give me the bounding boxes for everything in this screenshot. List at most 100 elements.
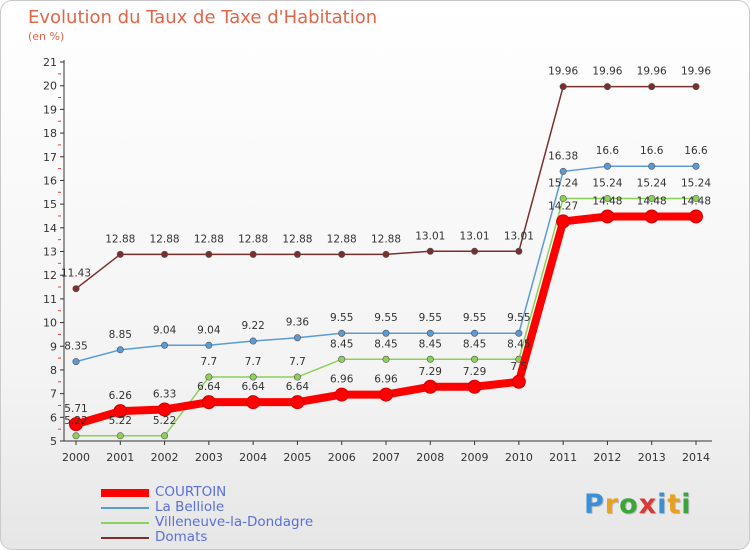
x-tick-label: 2006 — [328, 451, 356, 464]
proxiti-logo: Proxiti — [584, 489, 692, 520]
data-label: 15.24 — [548, 177, 578, 189]
legend-label: COURTOIN — [155, 484, 227, 500]
data-point — [648, 162, 656, 170]
data-point — [293, 250, 301, 258]
data-point — [205, 250, 213, 258]
x-tick-label: 2004 — [239, 451, 267, 464]
data-label: 12.88 — [194, 233, 224, 245]
legend-label: Domats — [155, 529, 208, 545]
data-label: 7.7 — [245, 356, 262, 368]
data-point — [603, 194, 611, 202]
x-tick-label: 2007 — [372, 451, 400, 464]
data-label: 14.27 — [548, 200, 578, 212]
data-point — [338, 250, 346, 258]
data-point — [423, 379, 438, 394]
y-tick-label: 18 — [43, 127, 57, 140]
x-tick-label: 2008 — [416, 451, 444, 464]
data-label: 8.45 — [330, 338, 353, 350]
legend-swatch — [101, 521, 149, 524]
data-label: 5.22 — [109, 415, 132, 427]
data-label: 5.22 — [153, 415, 176, 427]
y-tick-label: 8 — [50, 364, 57, 377]
legend-swatch — [101, 506, 149, 509]
data-label: 7.29 — [463, 366, 486, 378]
data-point — [644, 209, 659, 224]
y-tick-label: 20 — [43, 80, 57, 93]
data-point — [559, 194, 567, 202]
data-label: 15.24 — [681, 177, 711, 189]
data-label: 8.85 — [109, 329, 132, 341]
data-point — [382, 355, 390, 363]
data-point — [648, 83, 656, 91]
data-point — [201, 395, 216, 410]
data-label: 14.48 — [592, 195, 622, 207]
data-label: 7.5 — [511, 361, 528, 373]
data-point — [161, 432, 169, 440]
data-label: 6.64 — [286, 381, 310, 393]
x-tick-label: 2011 — [549, 451, 577, 464]
data-label: 9.55 — [330, 312, 353, 324]
data-point — [205, 341, 213, 349]
y-tick-label: 15 — [43, 198, 57, 211]
data-label: 19.96 — [592, 66, 622, 78]
data-point — [692, 83, 700, 91]
data-point — [471, 329, 479, 337]
y-tick-label: 12 — [43, 269, 57, 282]
data-point — [249, 373, 257, 381]
y-tick-label: 6 — [50, 411, 57, 424]
data-label: 7.7 — [289, 356, 306, 368]
data-point — [559, 83, 567, 91]
data-label: 13.01 — [460, 230, 490, 242]
data-point — [116, 250, 124, 258]
data-label: 9.36 — [286, 317, 310, 329]
data-label: 19.96 — [681, 66, 711, 78]
x-tick-label: 2000 — [62, 451, 90, 464]
data-point — [382, 329, 390, 337]
data-label: 9.22 — [241, 320, 264, 332]
data-point — [426, 247, 434, 255]
legend-label: La Belliole — [155, 499, 225, 515]
legend-swatch — [101, 536, 149, 539]
data-point — [293, 334, 301, 342]
data-label: 16.6 — [684, 145, 708, 157]
data-point — [471, 247, 479, 255]
x-tick-label: 2009 — [461, 451, 489, 464]
data-label: 9.55 — [374, 312, 397, 324]
data-point — [382, 250, 390, 258]
data-label: 16.6 — [640, 145, 664, 157]
x-tick-label: 2001 — [106, 451, 134, 464]
data-point — [511, 374, 526, 389]
data-label: 16.6 — [596, 145, 620, 157]
data-label: 13.01 — [415, 230, 445, 242]
y-tick-label: 17 — [43, 151, 57, 164]
data-point — [113, 404, 128, 419]
data-point — [515, 329, 523, 337]
data-point — [559, 167, 567, 175]
data-point — [157, 402, 172, 417]
legend: COURTOIN La Belliole Villeneuve-la-Dondagr… — [101, 485, 313, 545]
data-label: 7.29 — [419, 366, 442, 378]
x-tick-label: 2003 — [195, 451, 223, 464]
data-point — [116, 346, 124, 354]
data-label: 16.38 — [548, 150, 578, 162]
data-label: 12.88 — [327, 233, 357, 245]
data-label: 8.35 — [64, 341, 87, 353]
data-point — [692, 194, 700, 202]
data-point — [556, 214, 571, 229]
data-label: 19.96 — [548, 66, 578, 78]
data-point — [338, 355, 346, 363]
data-point — [246, 395, 261, 410]
data-point — [600, 209, 615, 224]
data-label: 9.55 — [419, 312, 442, 324]
data-point — [692, 162, 700, 170]
data-label: 9.04 — [197, 324, 221, 336]
y-tick-label: 14 — [43, 222, 57, 235]
data-label: 12.88 — [282, 233, 312, 245]
data-label: 6.96 — [374, 374, 398, 386]
y-tick-label: 5 — [50, 435, 57, 448]
data-point — [161, 250, 169, 258]
data-label: 8.45 — [507, 338, 530, 350]
data-point — [603, 83, 611, 91]
data-point — [603, 162, 611, 170]
